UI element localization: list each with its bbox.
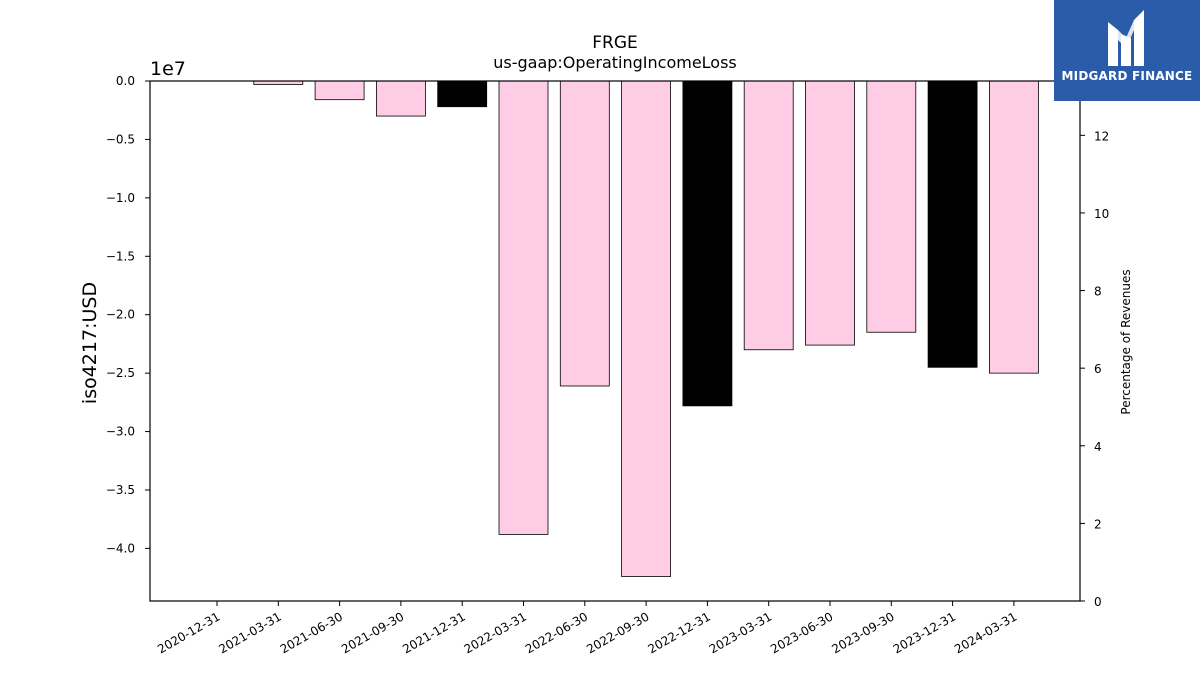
- y-tick-label: −0.5: [106, 132, 135, 146]
- y-tick-label: −2.5: [106, 366, 135, 380]
- x-tick-label: 2021-12-31: [400, 609, 467, 656]
- bar-2024-03-31: [989, 80, 1039, 374]
- y-tick-label: −1.0: [106, 191, 135, 205]
- y2-axis-label: Percentage of Revenues: [1119, 269, 1133, 414]
- bar-2023-06-30: [805, 80, 855, 346]
- x-tick-label: 2022-06-30: [523, 609, 590, 656]
- bar-2023-12-31: [927, 80, 978, 368]
- y-tick-label: −1.5: [106, 249, 135, 263]
- logo-text: MIDGARD FINANCE: [1061, 69, 1193, 83]
- chart-subtitle: us-gaap:OperatingIncomeLoss: [493, 53, 737, 72]
- y-tick-label: −3.0: [106, 425, 135, 439]
- x-tick-label: 2022-09-30: [584, 609, 651, 656]
- x-axis-ticks: 2020-12-312021-03-312021-06-302021-09-30…: [155, 601, 1019, 656]
- x-tick-label: 2023-09-30: [829, 609, 896, 656]
- x-tick-label: 2023-06-30: [768, 609, 835, 656]
- bar-2021-09-30: [375, 80, 426, 117]
- x-tick-label: 2024-03-31: [952, 609, 1019, 656]
- y-tick-label: −2.0: [106, 308, 135, 322]
- bar-2023-03-31: [743, 80, 794, 351]
- y2-tick-label: 0: [1094, 595, 1102, 609]
- bar-2021-06-30: [314, 80, 365, 101]
- x-tick-label: 2023-12-31: [891, 609, 958, 656]
- y2-tick-label: 10: [1094, 207, 1109, 221]
- plot-frame: [149, 80, 1081, 602]
- y-tick-label: 0.0: [116, 74, 135, 88]
- x-tick-label: 2022-03-31: [462, 609, 529, 656]
- bar-2022-09-30: [621, 80, 671, 577]
- bar-2022-03-31: [498, 80, 549, 535]
- y2-tick-label: 6: [1094, 362, 1102, 376]
- x-tick-label: 2022-12-31: [645, 609, 712, 656]
- y-offset-label: 1e7: [150, 58, 186, 80]
- x-tick-label: 2021-03-31: [216, 609, 283, 656]
- y2-axis-ticks: 0 2 4 6 8 10 12: [1080, 129, 1109, 609]
- y2-tick-label: 8: [1094, 285, 1102, 299]
- bar-2023-09-30: [866, 80, 917, 333]
- y-axis-ticks: 0.0 −0.5 −1.0 −1.5 −2.0 −2.5 −3.0 −3.5 −4.0: [106, 74, 150, 555]
- x-tick-label: 2020-12-31: [155, 609, 222, 656]
- x-tick-label: 2021-06-30: [278, 609, 345, 656]
- bars-group: [192, 80, 1039, 577]
- bar-2021-12-31: [437, 80, 488, 108]
- y2-tick-label: 4: [1094, 440, 1102, 454]
- y2-tick-label: 2: [1094, 517, 1102, 531]
- x-tick-label: 2021-09-30: [339, 609, 406, 656]
- logo-mark-icon: [1108, 10, 1144, 66]
- bar-2022-12-31: [682, 80, 733, 407]
- bar-2022-06-30: [559, 80, 610, 387]
- chart-title: FRGE: [592, 33, 638, 53]
- y-axis-label: iso4217:USD: [79, 282, 101, 404]
- y-tick-label: −4.0: [106, 541, 135, 555]
- y2-tick-label: 12: [1094, 129, 1109, 143]
- x-tick-label: 2023-03-31: [707, 609, 774, 656]
- y-tick-label: −3.5: [106, 483, 135, 497]
- brand-logo: MIDGARD FINANCE: [1054, 0, 1200, 101]
